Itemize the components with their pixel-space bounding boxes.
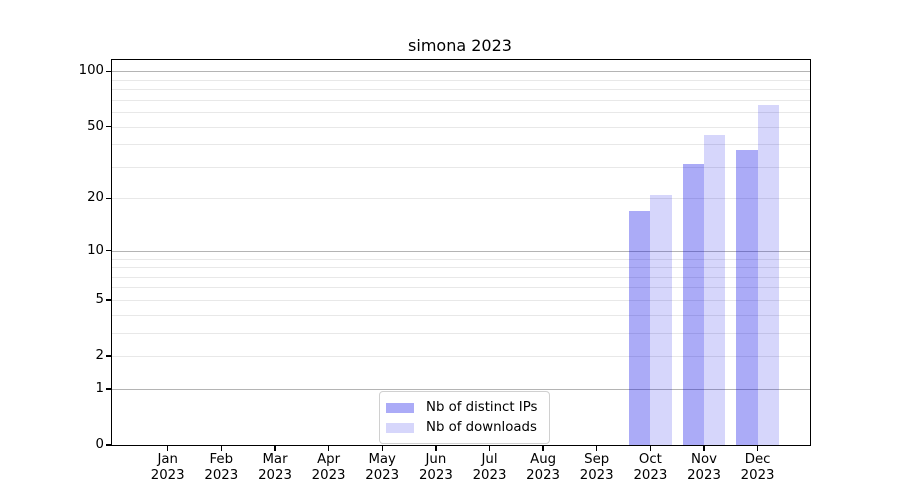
bar-dec-distinct-ips bbox=[736, 150, 758, 445]
gridline-minor-80 bbox=[112, 89, 810, 91]
x-tick-sep bbox=[596, 445, 598, 451]
x-tick-label-jul: Jul 2023 bbox=[472, 452, 507, 483]
gridline-minor-70 bbox=[112, 99, 810, 101]
y-tick-5 bbox=[105, 299, 111, 301]
x-tick-label-oct: Oct 2023 bbox=[633, 452, 668, 483]
gridline-minor-9 bbox=[112, 258, 810, 260]
y-tick-label-50: 50 bbox=[87, 118, 104, 134]
gridline-minor-7 bbox=[112, 276, 810, 278]
bar-nov-downloads bbox=[704, 134, 726, 445]
x-tick-label-jan: Jan 2023 bbox=[150, 452, 185, 483]
gridline-minor-4 bbox=[112, 314, 810, 316]
y-tick-1 bbox=[105, 388, 111, 390]
gridline-minor-6 bbox=[112, 287, 810, 289]
x-tick-aug bbox=[542, 445, 544, 451]
y-tick-label-0: 0 bbox=[95, 437, 104, 452]
x-tick-mar bbox=[274, 445, 276, 451]
x-tick-label-may: May 2023 bbox=[365, 452, 400, 483]
gridline-minor-40 bbox=[112, 144, 810, 146]
bar-nov-distinct-ips bbox=[682, 164, 704, 445]
y-tick-100 bbox=[105, 70, 111, 72]
gridline-minor-60 bbox=[112, 112, 810, 114]
x-tick-label-aug: Aug 2023 bbox=[526, 452, 561, 483]
legend-label-distinct-ips: Nb of distinct IPs bbox=[426, 400, 538, 415]
x-tick-label-apr: Apr 2023 bbox=[311, 452, 346, 483]
plot-area: 0 1 2 5 10 20 50 100 Jan 2023 Feb 2023 Mar 2023 Apr… bbox=[79, 59, 811, 483]
x-tick-feb bbox=[220, 445, 222, 451]
y-tick-2 bbox=[105, 355, 111, 357]
gridline-minor-20 bbox=[112, 198, 810, 200]
legend-swatch-downloads-icon bbox=[386, 423, 414, 433]
y-tick-label-10: 10 bbox=[87, 242, 104, 258]
x-tick-label-sep: Sep 2023 bbox=[579, 452, 614, 483]
legend-swatch-distinct-ips-icon bbox=[386, 403, 414, 413]
legend-entry-downloads: Nb of downloads bbox=[386, 418, 549, 438]
y-tick-label-100: 100 bbox=[78, 63, 104, 79]
y-tick-label-2: 2 bbox=[95, 348, 104, 363]
gridline-minor-50 bbox=[112, 126, 810, 128]
bar-oct-downloads bbox=[650, 194, 672, 445]
x-tick-label-dec: Dec 2023 bbox=[740, 452, 775, 483]
y-tick-label-20: 20 bbox=[87, 190, 104, 206]
legend-label-downloads: Nb of downloads bbox=[426, 420, 537, 435]
x-tick-nov bbox=[703, 445, 705, 451]
legend: Nb of distinct IPs Nb of downloads bbox=[379, 391, 550, 444]
x-tick-jun bbox=[435, 445, 437, 451]
x-tick-jan bbox=[167, 445, 169, 451]
gridline-minor-30 bbox=[112, 166, 810, 168]
gridline-major-1 bbox=[112, 388, 810, 390]
y-tick-10 bbox=[105, 250, 111, 252]
x-tick-jul bbox=[488, 445, 491, 451]
bar-oct-distinct-ips bbox=[629, 210, 651, 445]
x-tick-oct bbox=[649, 445, 652, 451]
gridline-minor-90 bbox=[112, 79, 810, 81]
y-tick-0 bbox=[105, 444, 111, 446]
gridline-minor-3 bbox=[112, 332, 810, 334]
x-tick-label-nov: Nov 2023 bbox=[687, 452, 721, 483]
gridline-minor-2 bbox=[112, 356, 810, 357]
y-tick-50 bbox=[105, 125, 111, 128]
gridline-major-100 bbox=[112, 71, 810, 73]
x-tick-apr bbox=[327, 445, 330, 451]
x-tick-label-feb: Feb 2023 bbox=[204, 452, 239, 483]
chart-title: simona 2023 bbox=[408, 36, 512, 55]
bar-dec-downloads bbox=[757, 104, 779, 445]
x-tick-label-jun: Jun 2023 bbox=[418, 452, 453, 483]
legend-entry-distinct-ips: Nb of distinct IPs bbox=[386, 398, 549, 418]
x-tick-dec bbox=[756, 445, 759, 451]
gridline-major-10 bbox=[112, 250, 810, 252]
x-tick-label-mar: Mar 2023 bbox=[258, 452, 292, 483]
x-tick-may bbox=[381, 445, 383, 451]
gridline-minor-8 bbox=[112, 267, 810, 268]
y-tick-label-5: 5 bbox=[95, 291, 104, 307]
y-tick-20 bbox=[105, 197, 111, 200]
gridline-minor-5 bbox=[112, 299, 810, 301]
y-tick-label-1: 1 bbox=[95, 380, 104, 396]
